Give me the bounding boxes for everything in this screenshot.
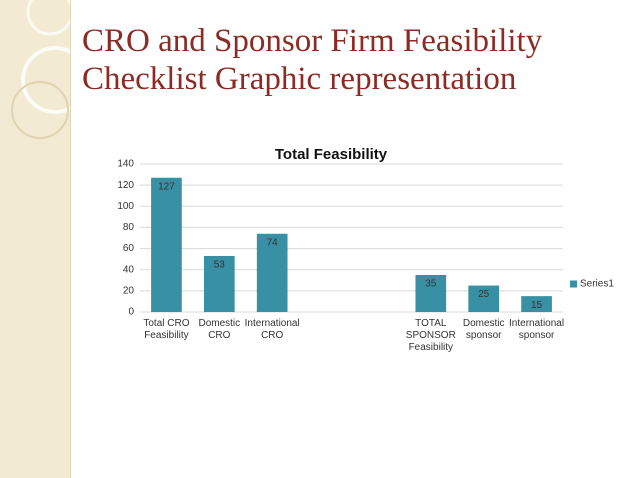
x-tick-label: International CRO xyxy=(244,318,300,341)
bar xyxy=(468,285,500,312)
data-label: 25 xyxy=(478,289,490,300)
x-tick-label: TOTAL SPONSOR Feasibility xyxy=(405,318,456,353)
y-tick-label: 40 xyxy=(123,264,135,275)
y-tick-label: 120 xyxy=(117,180,134,191)
y-tick-label: 80 xyxy=(123,222,135,233)
bar xyxy=(203,255,235,312)
bar xyxy=(521,296,552,312)
x-tick-label: Domestic sponsor xyxy=(462,318,505,341)
chart-title: Total Feasibility xyxy=(275,146,388,163)
data-label: 35 xyxy=(425,279,437,290)
x-tick-label: Total CRO Feasibility xyxy=(143,318,190,341)
bar xyxy=(256,233,288,312)
data-label: 74 xyxy=(267,237,279,248)
data-label: 53 xyxy=(214,260,226,271)
y-tick-label: 100 xyxy=(117,201,134,212)
y-tick-label: 60 xyxy=(123,243,135,254)
x-tick-label: International sponsor xyxy=(509,318,565,341)
x-tick-label: Domestic CRO xyxy=(198,318,241,341)
data-label: 15 xyxy=(531,300,543,311)
y-tick-label: 140 xyxy=(117,159,134,170)
slide-title: CRO and Sponsor Firm Feasibility Checkli… xyxy=(82,23,543,97)
decor xyxy=(11,0,70,139)
data-label: 127 xyxy=(158,181,175,192)
bar xyxy=(415,275,447,312)
y-tick-label: 20 xyxy=(123,285,135,296)
bar xyxy=(151,177,182,312)
y-tick-label: 0 xyxy=(128,307,134,318)
legend-label: Series1 xyxy=(580,279,614,290)
legend-swatch xyxy=(570,280,577,288)
decor-strip xyxy=(0,0,71,478)
